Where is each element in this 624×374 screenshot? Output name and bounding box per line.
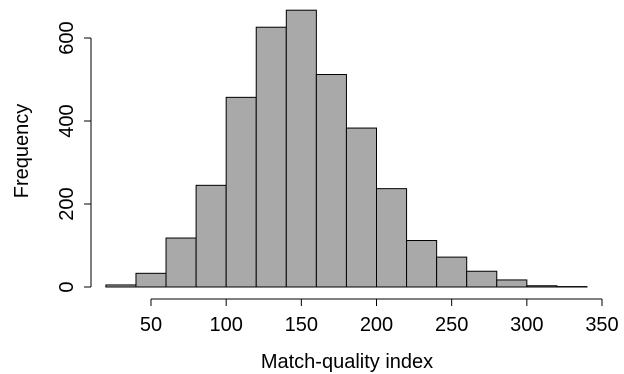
histogram-bar-200-220 — [376, 188, 408, 288]
y-tick-label: 400 — [56, 104, 78, 137]
x-tick-label: 250 — [435, 314, 468, 336]
x-tick-label: 100 — [209, 314, 242, 336]
x-tick-label: 50 — [140, 314, 162, 336]
histogram-bar-80-100 — [195, 184, 227, 288]
y-tick-label: 600 — [56, 21, 78, 54]
x-tick-label: 150 — [285, 314, 318, 336]
bars-group — [105, 9, 588, 288]
y-axis: 0 200 400 600 — [56, 21, 92, 293]
x-tick-label: 300 — [510, 314, 543, 336]
histogram-bar-120-140 — [255, 26, 287, 288]
histogram-bar-20-40 — [105, 284, 137, 288]
y-tick-label: 200 — [56, 187, 78, 220]
histogram-bar-260-280 — [466, 270, 498, 288]
histogram-bar-40-60 — [135, 272, 167, 288]
histogram-bar-220-240 — [406, 240, 438, 288]
histogram-bar-60-80 — [165, 237, 197, 288]
x-axis-title: Match-quality index — [261, 351, 433, 373]
y-tick-label: 0 — [56, 281, 78, 292]
x-tick-label: 350 — [585, 314, 618, 336]
histogram-bar-280-300 — [496, 279, 528, 288]
x-tick-label: 200 — [360, 314, 393, 336]
histogram-bar-140-160 — [285, 9, 317, 288]
histogram-bar-180-200 — [345, 127, 377, 288]
histogram-bar-240-260 — [436, 256, 468, 288]
x-axis: 50 100 150 200 250 300 350 — [140, 298, 619, 336]
y-axis-title: Frequency — [11, 104, 33, 199]
histogram-bar-100-120 — [225, 96, 257, 288]
histogram-bar-300-320 — [526, 285, 558, 288]
histogram-bar-160-180 — [315, 74, 347, 288]
